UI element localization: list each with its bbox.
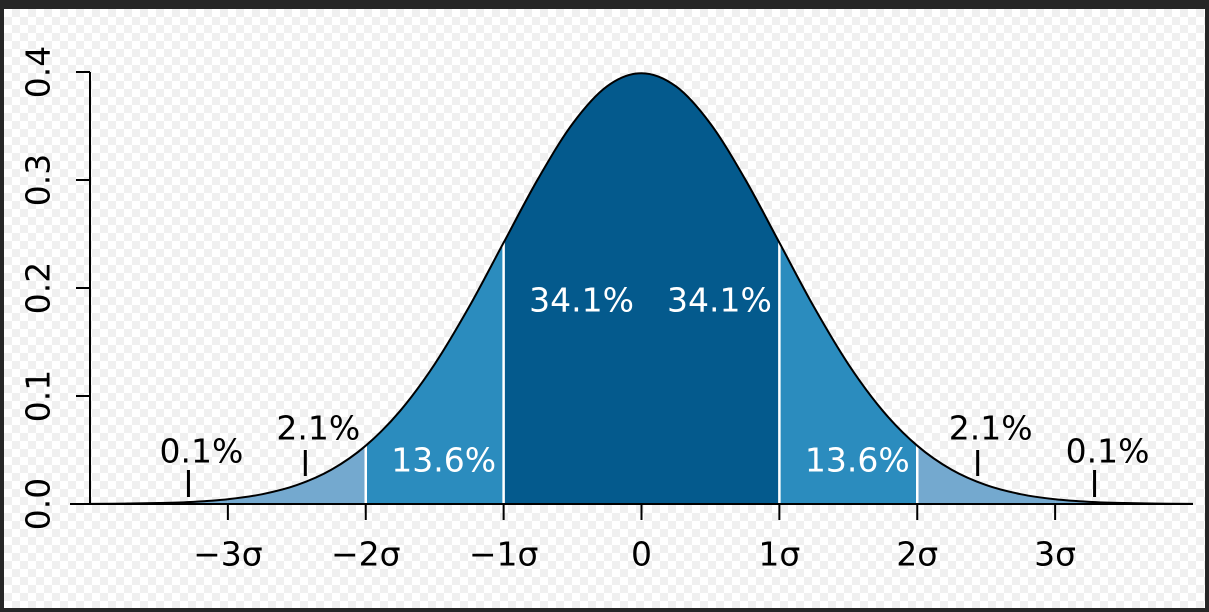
density-curve — [89, 72, 1194, 505]
y-tick-label: 0.4 — [19, 46, 58, 98]
band-label: 0.1% — [1066, 432, 1150, 471]
band-label: 34.1% — [667, 281, 772, 320]
y-tick-label: 0.2 — [19, 262, 58, 314]
x-tick-label: 1σ — [758, 535, 800, 574]
y-tick-label: 0.0 — [19, 478, 58, 530]
band-label: 13.6% — [805, 441, 910, 480]
band-label: 13.6% — [391, 441, 496, 480]
band-label: 0.1% — [160, 432, 244, 471]
x-tick-label: 0 — [631, 535, 652, 574]
x-tick-label: 3σ — [1034, 535, 1076, 574]
band-area — [917, 445, 1056, 504]
band-label: 2.1% — [276, 409, 360, 448]
band-area — [227, 445, 366, 504]
x-tick-label: −2σ — [331, 535, 401, 574]
band-label: 2.1% — [949, 409, 1033, 448]
x-tick-label: −1σ — [469, 535, 539, 574]
y-tick-label: 0.1 — [19, 370, 58, 422]
y-tick-label: 0.3 — [19, 154, 58, 206]
x-tick-label: 2σ — [896, 535, 938, 574]
x-tick-label: −3σ — [193, 535, 263, 574]
band-area — [503, 73, 642, 505]
band-label: 34.1% — [529, 281, 634, 320]
band-area — [641, 73, 780, 505]
